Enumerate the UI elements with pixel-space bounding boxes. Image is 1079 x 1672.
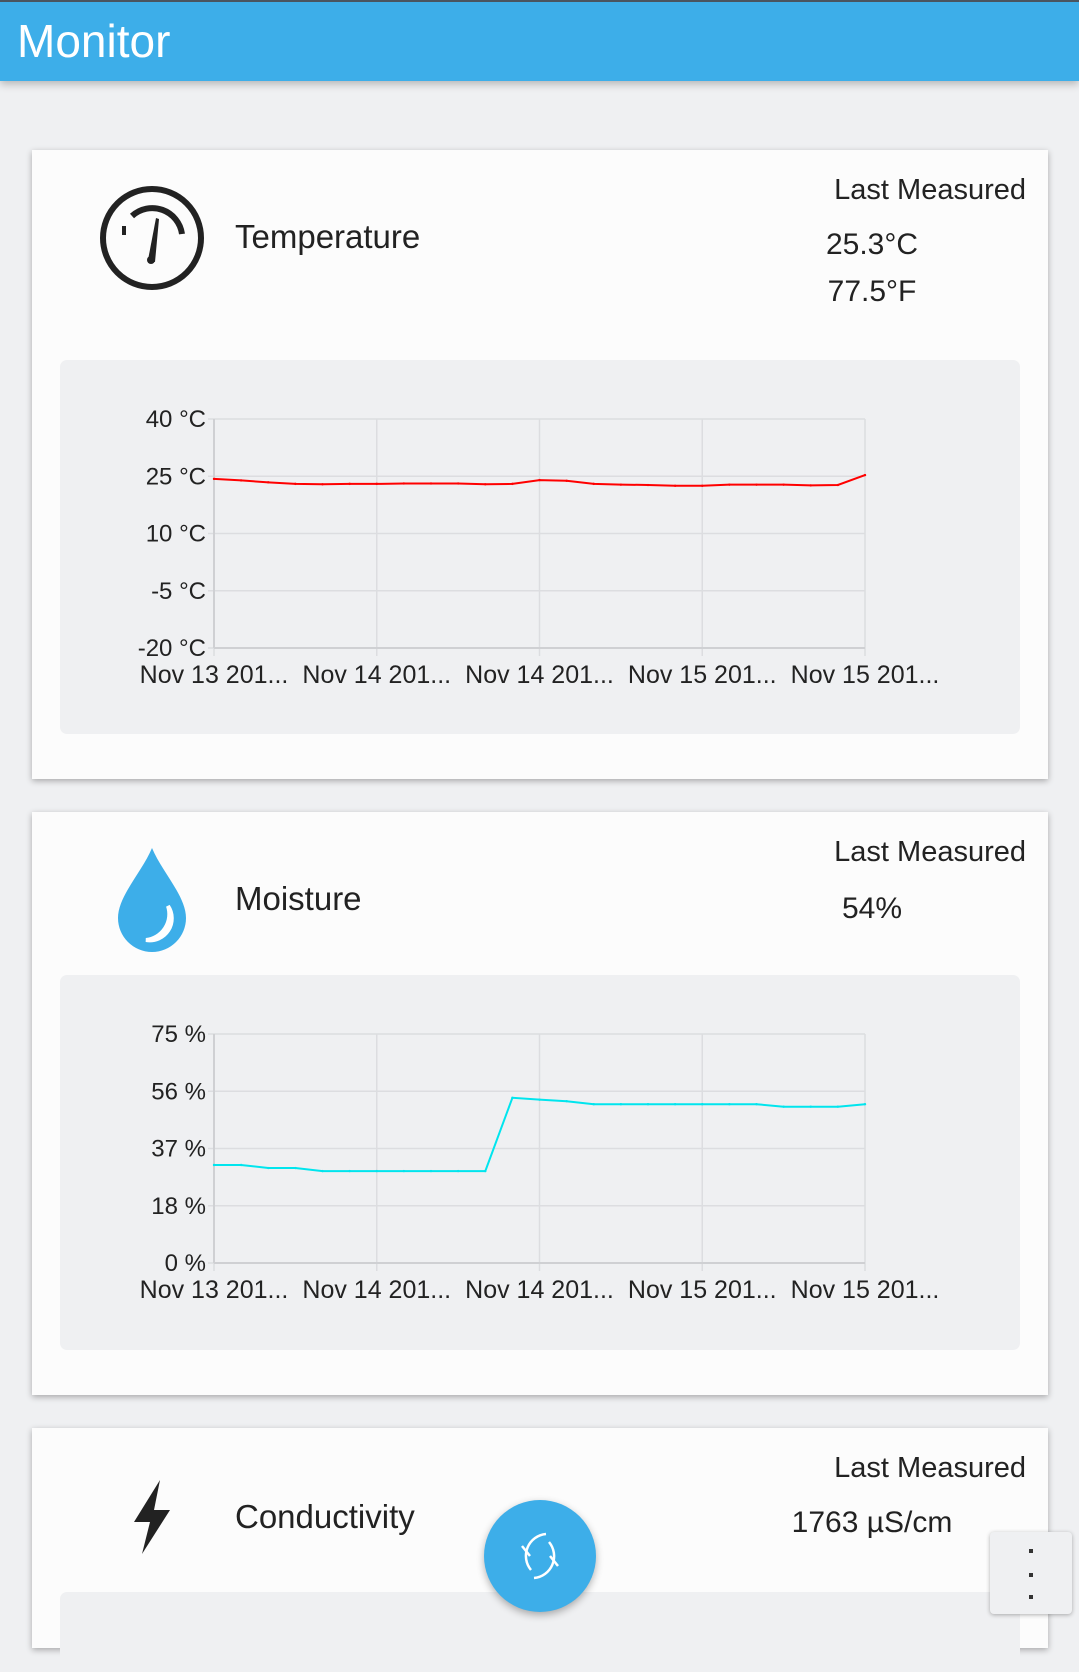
data-point [321, 483, 324, 486]
data-point [294, 1166, 297, 1170]
last-value-celsius: 25.3°C [825, 228, 919, 261]
data-point [673, 484, 677, 487]
data-point [619, 1103, 623, 1106]
data-point [592, 482, 595, 486]
data-point [429, 1169, 433, 1173]
data-point [565, 1099, 568, 1103]
x-tick-label: Nov 14 201... [302, 1276, 451, 1304]
app-title: Monitor [17, 15, 171, 67]
x-tick-label: Nov 13 201... [140, 1276, 289, 1304]
x-tick-label: Nov 15 201... [628, 661, 777, 689]
data-point [294, 482, 297, 486]
x-tick-label: Nov 15 201... [628, 1276, 777, 1304]
last-measured-label: Last Measured [834, 1452, 1026, 1484]
data-point [484, 483, 487, 486]
data-point [782, 483, 785, 486]
last-value-fahrenheit: 77.5°F [827, 275, 917, 308]
y-tick-label: 37 % [151, 1136, 206, 1163]
y-tick-label: -5 °C [151, 578, 206, 605]
data-point [456, 1169, 460, 1173]
last-measured-label: Last Measured [834, 174, 1026, 206]
data-point [239, 1163, 243, 1167]
sensor-name: Conductivity [235, 1498, 415, 1535]
refresh-button[interactable] [484, 1500, 596, 1612]
data-point [809, 1105, 812, 1108]
last-value: 54% [841, 892, 903, 925]
x-tick-label: Nov 13 201... [140, 661, 289, 689]
x-tick-label: Nov 14 201... [465, 661, 614, 689]
data-point [863, 473, 867, 477]
data-point [212, 1163, 216, 1167]
data-point [673, 1103, 677, 1106]
data-point [755, 483, 758, 486]
temperature-card: Temperature Last Measured 25.3°C 77.5°F … [32, 150, 1048, 779]
data-point [267, 1166, 270, 1170]
x-tick-label: Nov 14 201... [302, 661, 451, 689]
data-point [212, 477, 216, 481]
data-point [836, 483, 840, 487]
y-tick-label: 75 % [151, 1021, 206, 1048]
water-drop-icon [118, 848, 186, 952]
gauge-icon [100, 186, 204, 290]
data-point [592, 1103, 595, 1106]
data-point [484, 1169, 487, 1173]
data-point [538, 478, 541, 482]
temperature-chart: Nov 13 201... Nov 14 201... Nov 14 201... N… [60, 360, 1020, 734]
lightning-bolt-icon [134, 1480, 170, 1554]
last-value: 1763 µS/cm [791, 1506, 953, 1539]
y-tick-label: 40 °C [146, 406, 206, 433]
y-tick-label: 18 % [151, 1193, 206, 1220]
data-point [863, 1103, 867, 1106]
data-point [646, 483, 650, 487]
data-point [836, 1105, 840, 1108]
y-tick-label: 0 % [165, 1250, 206, 1277]
data-point [511, 482, 514, 486]
data-point [701, 1103, 704, 1106]
app-bar: Monitor [0, 0, 1079, 81]
data-point [538, 1098, 541, 1101]
y-tick-label: 25 °C [146, 463, 206, 490]
moisture-chart: Nov 13 201... Nov 14 201... Nov 14 201... N… [60, 975, 1020, 1350]
data-point [267, 481, 270, 484]
x-tick-label: Nov 15 201... [791, 1276, 940, 1304]
overflow-menu-button[interactable] [990, 1532, 1072, 1614]
data-point [782, 1105, 785, 1108]
data-point [402, 1169, 406, 1173]
refresh-icon [521, 1532, 559, 1580]
data-point [321, 1169, 324, 1173]
data-point [402, 482, 406, 485]
y-tick-label: 10 °C [146, 521, 206, 548]
y-tick-label: 56 % [151, 1078, 206, 1105]
data-point [755, 1103, 758, 1106]
data-point [348, 482, 351, 486]
data-point [809, 484, 812, 487]
data-point [375, 1169, 378, 1173]
data-point [456, 482, 460, 485]
x-tick-label: Nov 15 201... [791, 661, 940, 689]
data-point [728, 483, 731, 486]
data-point [728, 1103, 731, 1106]
data-point [646, 1103, 650, 1106]
data-point [375, 482, 378, 486]
x-tick-label: Nov 14 201... [465, 1276, 614, 1304]
moisture-card: Moisture Last Measured 54% Nov 13 201...… [32, 812, 1048, 1395]
data-point [565, 479, 568, 483]
data-point [429, 482, 433, 485]
data-point [239, 479, 243, 482]
data-point [348, 1169, 351, 1173]
data-point [701, 484, 704, 487]
sensor-name: Moisture [235, 880, 362, 917]
y-tick-label: -20 °C [138, 635, 206, 662]
data-point [619, 483, 623, 486]
sensor-name: Temperature [235, 218, 421, 255]
last-measured-label: Last Measured [834, 836, 1026, 868]
data-point [511, 1096, 514, 1100]
